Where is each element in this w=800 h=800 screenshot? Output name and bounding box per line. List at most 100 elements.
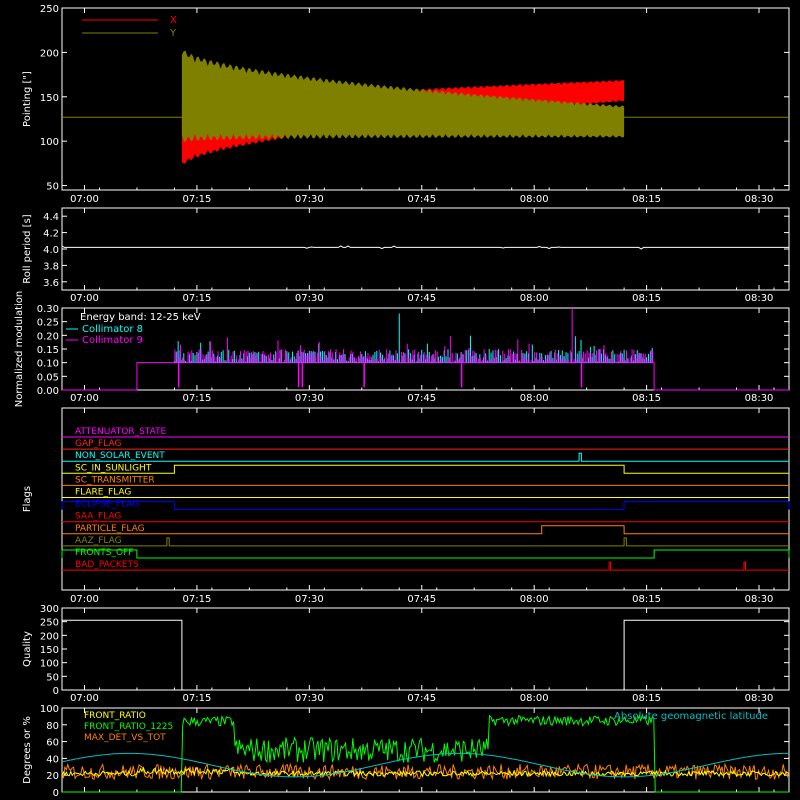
- front-ratio-line: [61, 766, 790, 778]
- x-tick-label: 08:15: [632, 693, 661, 704]
- y-tick-label: 0.05: [37, 372, 59, 383]
- y-tick-label: 250: [40, 618, 59, 629]
- flag-label: ECLIPSE_FLAG: [75, 500, 139, 510]
- y-tick-label: 150: [40, 93, 59, 104]
- y-tick-label: 4.2: [43, 229, 59, 240]
- x-tick-label: 08:30: [745, 194, 774, 205]
- y-tick-label: 150: [40, 645, 59, 656]
- x-tick-label: 07:45: [407, 293, 436, 304]
- x-tick-label: 08:00: [520, 594, 549, 605]
- x-tick-label: 07:30: [295, 293, 324, 304]
- front-ratio-1225-line: [62, 714, 789, 793]
- y-tick-label: 250: [40, 4, 59, 15]
- x-tick-label: 07:45: [407, 194, 436, 205]
- x-tick-label: 08:15: [632, 293, 661, 304]
- flag-label: FLARE_FLAG: [75, 488, 131, 498]
- flag-line: [62, 537, 789, 547]
- y-tick-label: 200: [40, 48, 59, 59]
- x-tick-label: 07:15: [182, 393, 211, 404]
- y-axis-label: Normalized modulation: [14, 291, 25, 408]
- series-y-band: [181, 50, 625, 143]
- y-axis-label: Degrees or %: [22, 716, 33, 784]
- flag-line: [62, 525, 789, 535]
- flag-label: SC_IN_SUNLIGHT: [75, 463, 152, 473]
- geomagnetic-latitude-line: [61, 752, 789, 778]
- x-tick-label: 07:15: [182, 293, 211, 304]
- roll-period-line: [61, 245, 789, 250]
- y-axis-label: Quality: [22, 631, 33, 667]
- panel-3: 07:00 07:15 07:30 07:45 08:00 08:15 08:30 Norma…: [14, 291, 790, 408]
- y-tick-label: 100: [40, 137, 59, 148]
- panel-5: 07:00 07:15 07:30 07:45 08:00 08:15 08:30 Quali…: [22, 604, 790, 704]
- flag-label: SC_TRANSMITTER: [75, 475, 155, 485]
- x-tick-label: 08:30: [745, 393, 774, 404]
- x-tick-label: 07:30: [295, 594, 324, 605]
- y-tick-label: 50: [46, 672, 59, 683]
- flag-label: AAZ_FLAG: [75, 536, 122, 546]
- flag-label: GAP_FLAG: [75, 439, 121, 449]
- y-tick-label: 0.15: [37, 345, 59, 356]
- legend-label-x: X: [170, 15, 177, 26]
- flag-label: BAD_PACKETS: [75, 560, 139, 570]
- legend-label-latitude: Absolute geomagnetic latitude: [614, 711, 768, 722]
- modulation-baseline: [62, 362, 789, 391]
- x-tick-label: 08:30: [745, 693, 774, 704]
- y-tick-label: 0.25: [37, 318, 59, 329]
- x-tick-label: 08:30: [745, 594, 774, 605]
- legend-label: Collimator 8: [82, 324, 143, 335]
- y-tick-label: 200: [40, 631, 59, 642]
- x-tick-label: 08:30: [745, 293, 774, 304]
- flag-line: [62, 452, 789, 462]
- panel-frame: [61, 707, 790, 793]
- panel-4: 07:00 07:15 07:30 07:45 08:00 08:15 08:30 Flags…: [22, 407, 790, 605]
- y-tick-label: 100: [40, 704, 59, 715]
- y-tick-label: 0: [53, 686, 59, 697]
- x-tick-label: 08:15: [632, 594, 661, 605]
- y-tick-label: 4.0: [43, 245, 59, 256]
- x-tick-label: 07:00: [70, 293, 99, 304]
- x-tick-label: 08:00: [520, 393, 549, 404]
- x-tick-label: 07:30: [295, 393, 324, 404]
- legend-label-y: Y: [169, 28, 177, 39]
- y-tick-label: 40: [46, 754, 59, 765]
- x-tick-label: 07:00: [70, 594, 99, 605]
- x-tick-label: 08:00: [520, 693, 549, 704]
- x-tick-label: 08:15: [632, 194, 661, 205]
- x-tick-label: 07:45: [407, 693, 436, 704]
- flag-line: [62, 561, 789, 571]
- x-tick-label: 07:30: [295, 194, 324, 205]
- legend-label: Collimator 9: [82, 335, 143, 346]
- x-tick-label: 08:15: [632, 393, 661, 404]
- y-tick-label: 3.8: [43, 261, 59, 272]
- x-tick-label: 08:00: [520, 194, 549, 205]
- legend-label: FRONT_RATIO: [84, 711, 146, 721]
- x-tick-label: 07:00: [70, 693, 99, 704]
- legend-title: Energy band: 12-25 keV: [80, 312, 201, 323]
- panel-2: 07:00 07:15 07:30 07:45 08:00 08:15 08:30 Roll …: [22, 207, 790, 304]
- y-tick-label: 100: [40, 659, 59, 670]
- x-tick-label: 07:15: [182, 194, 211, 205]
- flag-line: [61, 549, 790, 559]
- x-tick-label: 07:45: [407, 594, 436, 605]
- flag-label: FRONTS_OFF: [75, 548, 133, 558]
- x-tick-label: 07:30: [295, 693, 324, 704]
- y-axis-label: Pointing ["]: [22, 71, 33, 127]
- y-axis-label: Roll period [s]: [22, 214, 33, 283]
- panel-1: 07:00 07:15 07:30 07:45 08:00 08:15 08:30 Point…: [22, 4, 790, 205]
- flag-line: [61, 501, 790, 511]
- y-axis-label: Flags: [22, 486, 33, 512]
- flag-label: PARTICLE_FLAG: [75, 524, 145, 534]
- y-tick-label: 0: [53, 788, 59, 799]
- quality-line: [62, 619, 789, 691]
- y-tick-label: 80: [46, 721, 59, 732]
- y-tick-label: 0.30: [37, 304, 59, 315]
- panel-6: Degrees or % 0 20 40 60 80 100 FRONT_RATIOFRONT…: [22, 704, 790, 799]
- flag-label: SAA_FLAG: [75, 512, 121, 522]
- x-tick-label: 07:45: [407, 393, 436, 404]
- flag-line: [62, 464, 789, 474]
- x-tick-label: 07:00: [70, 393, 99, 404]
- x-tick-label: 07:15: [182, 594, 211, 605]
- legend-label: MAX_DET_VS_TOT: [84, 733, 166, 743]
- y-tick-label: 0.00: [37, 386, 59, 397]
- panel-frame: [61, 7, 790, 191]
